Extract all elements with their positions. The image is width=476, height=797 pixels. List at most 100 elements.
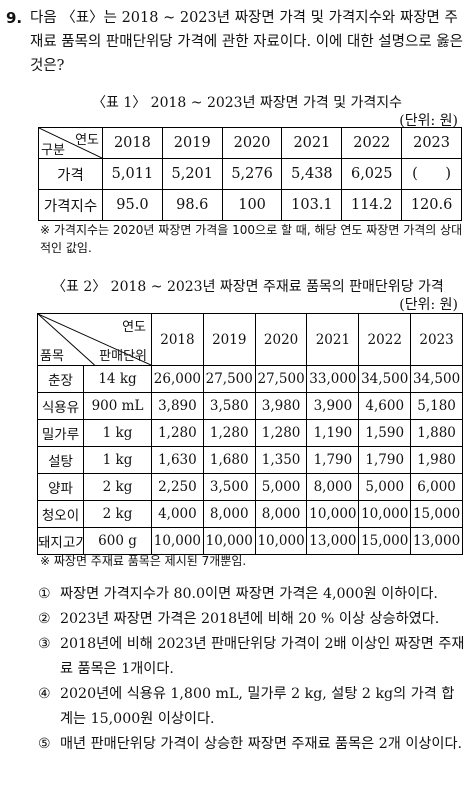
table2-unit-cell: 1 kg [83,446,152,474]
table1-cell: 5,276 [221,158,283,190]
option-mark: ④ [38,686,51,702]
table2-cell: 13,000 [306,527,360,555]
table2-cell: 27,500 [254,365,308,393]
table2-cell: 10,000 [254,527,308,555]
table1-unit: (단위: 원) [399,113,458,129]
table2-unit-cell: 2 kg [83,473,152,501]
table2-corner-cell: 연도 판매단위 품목 [37,313,152,366]
table2-year-header: 2020 [254,313,308,366]
option-1[interactable]: ① 짜장면 가격지수가 80.0이면 짜장면 가격은 4,000원 이하이다. [38,582,466,607]
table2-year-header: 2018 [151,313,204,366]
table2-unit-cell: 2 kg [83,500,152,528]
table2-corner-year-label: 연도 [122,320,146,335]
option-text: 2023년 짜장면 가격은 2018년에 비해 20 % 이상 상승하였다. [60,611,440,627]
table2-cell: 3,500 [202,473,256,501]
table2-cell: 33,000 [306,365,360,393]
table2-cell: 34,500 [358,365,412,393]
table2-cell: 4,000 [151,500,204,528]
table1-cell: 5,011 [102,158,163,190]
option-3[interactable]: ③ 2018년에 비해 2023년 판매단위당 가격이 2배 이상인 짜장면 주… [38,632,466,682]
table1-year-header: 2021 [281,127,343,159]
table2-unit-cell: 900 mL [83,392,152,420]
table2-title: 〈표 2〉 2018 ~ 2023년 짜장면 주재료 품목의 판매단위당 가격 [52,279,444,295]
table1: 연도 구분 2018 2019 2020 2021 2022 2023 가격 5… [38,127,462,221]
table2-item: 설탕 [37,446,84,474]
answer-options: ① 짜장면 가격지수가 80.0이면 짜장면 가격은 4,000원 이하이다. … [38,582,466,757]
table1-row-price: 가격 5,011 5,201 5,276 5,438 6,025 ( ) [38,158,462,190]
table1-cell: 98.6 [161,189,223,221]
table2-cell: 1,980 [410,446,463,474]
table1-row-label: 가격 [38,158,103,190]
table1-cell: 6,025 [341,158,403,190]
table1-header-row: 연도 구분 2018 2019 2020 2021 2022 2023 [38,127,462,159]
table2-cell: 4,600 [358,392,412,420]
table2-corner-unit-label: 판매단위 [99,349,147,364]
table2-cell: 10,000 [151,527,204,555]
table2-cell: 8,000 [202,500,256,528]
table2-cell: 1,280 [202,419,256,447]
table2-cell: 10,000 [202,527,256,555]
table1-cell: 103.1 [281,189,343,221]
table2-unit-cell: 14 kg [83,365,152,393]
table2-cell: 15,000 [358,527,412,555]
table2-cell: 1,590 [358,419,412,447]
table2-cell: 15,000 [410,500,463,528]
table-row: 춘장 14 kg 26,000 27,500 27,500 33,000 34,… [37,365,463,393]
option-4[interactable]: ④ 2020년에 식용유 1,800 mL, 밀가루 2 kg, 설탕 2 kg… [38,682,466,732]
table1-row-index: 가격지수 95.0 98.6 100 103.1 114.2 120.6 [38,189,462,221]
table2-cell: 3,980 [254,392,308,420]
table1-note: ※ 가격지수는 2020년 짜장면 가격을 100으로 할 때, 해당 연도 짜… [40,223,463,255]
table1-cell: 114.2 [341,189,403,221]
table2-unit-cell: 600 g [83,527,152,555]
table1-corner-cell: 연도 구분 [38,127,103,159]
option-text: 2018년에 비해 2023년 판매단위당 가격이 2배 이상인 짜장면 주재료… [60,636,465,677]
table2-cell: 8,000 [254,500,308,528]
table2-item: 밀가루 [37,419,84,447]
table2-cell: 1,790 [358,446,412,474]
option-text: 짜장면 가격지수가 80.0이면 짜장면 가격은 4,000원 이하이다. [60,586,438,602]
option-text: 2020년에 식용유 1,800 mL, 밀가루 2 kg, 설탕 2 kg의 … [60,686,455,727]
table2-cell: 3,900 [306,392,360,420]
table2-cell: 13,000 [410,527,463,555]
option-5[interactable]: ⑤ 매년 판매단위당 가격이 상승한 짜장면 주재료 품목은 2개 이상이다. [38,732,466,757]
table2-unit: (단위: 원) [399,297,458,313]
question-header: 9. 다음 〈표〉는 2018 ~ 2023년 짜장면 가격 및 가격지수와 짜… [6,6,470,78]
table2-cell: 5,180 [410,392,463,420]
table2-cell: 2,250 [151,473,204,501]
table1-year-header: 2018 [102,127,163,159]
option-mark: ⑤ [38,736,51,752]
table2-cell: 10,000 [306,500,360,528]
table2-cell: 1,680 [202,446,256,474]
table2-year-header: 2023 [410,313,463,366]
table2-year-header: 2019 [202,313,256,366]
table1-cell: 100 [221,189,283,221]
question-text: 다음 〈표〉는 2018 ~ 2023년 짜장면 가격 및 가격지수와 짜장면 … [30,10,463,74]
table2-cell: 8,000 [306,473,360,501]
option-text: 매년 판매단위당 가격이 상승한 짜장면 주재료 품목은 2개 이상이다. [60,736,463,752]
table2: 연도 판매단위 품목 2018 2019 2020 2021 2022 2023… [37,313,463,555]
table2-item: 청오이 [37,500,84,528]
question-number: 9. [6,9,23,27]
table-row: 설탕 1 kg 1,630 1,680 1,350 1,790 1,790 1,… [37,446,463,474]
table2-cell: 1,880 [410,419,463,447]
table1-year-header: 2019 [161,127,223,159]
table2-cell: 10,000 [358,500,412,528]
table-row: 돼지고기 600 g 10,000 10,000 10,000 13,000 1… [37,527,463,555]
table1-corner-category-label: 구분 [41,143,65,158]
table2-cell: 1,190 [306,419,360,447]
table2-unit-cell: 1 kg [83,419,152,447]
table2-item: 돼지고기 [37,527,84,555]
table1-year-header: 2022 [341,127,403,159]
table-row: 밀가루 1 kg 1,280 1,280 1,280 1,190 1,590 1… [37,419,463,447]
table2-header-row: 연도 판매단위 품목 2018 2019 2020 2021 2022 2023 [37,313,463,366]
option-2[interactable]: ② 2023년 짜장면 가격은 2018년에 비해 20 % 이상 상승하였다. [38,607,466,632]
option-mark: ① [38,586,51,602]
table1-cell: 95.0 [102,189,163,221]
table2-item: 춘장 [37,365,84,393]
table1-cell-blank: ( ) [401,158,462,190]
table2-cell: 27,500 [202,365,256,393]
table2-cell: 5,000 [358,473,412,501]
table2-item: 식용유 [37,392,84,420]
table1-year-header: 2020 [221,127,283,159]
table2-cell: 1,280 [151,419,204,447]
